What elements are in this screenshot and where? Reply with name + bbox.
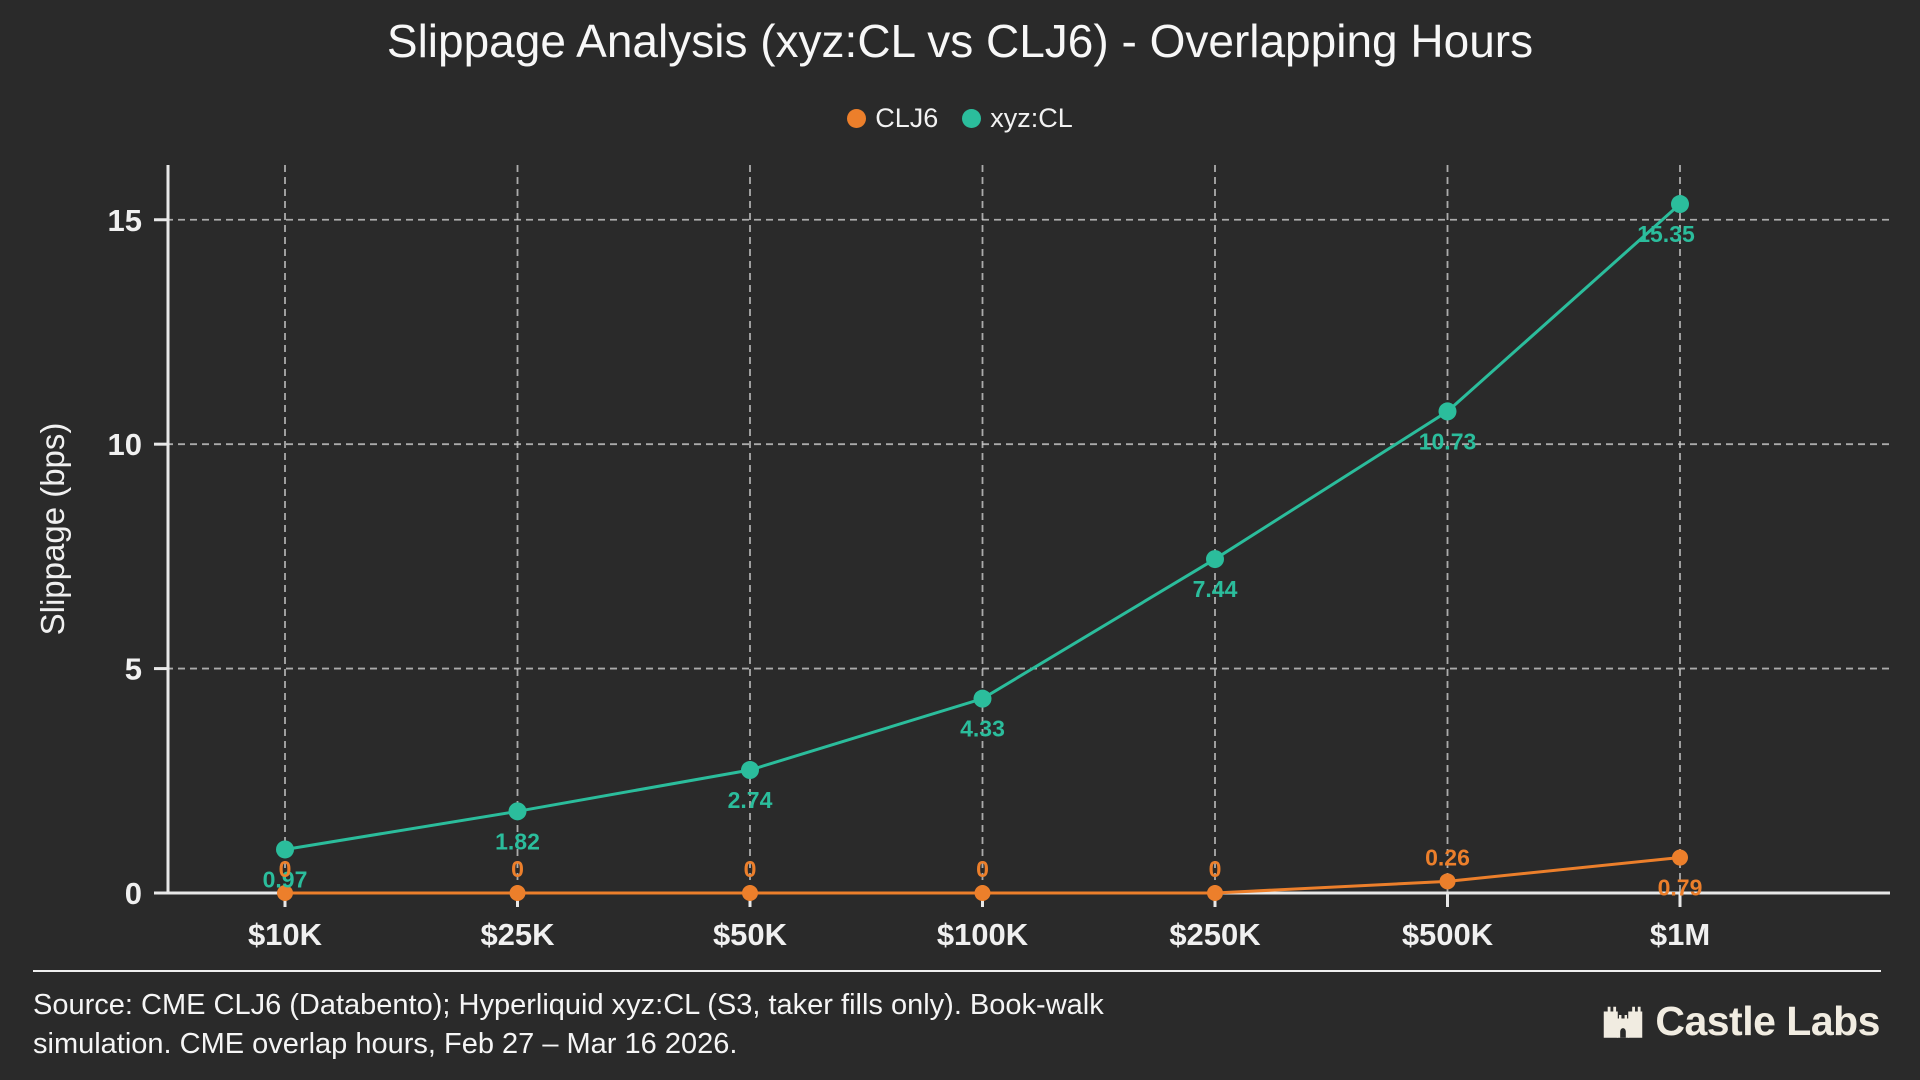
data-point-clj6 [509, 885, 526, 901]
point-label-clj6: 0 [744, 856, 757, 882]
point-label-clj6: 0 [511, 856, 524, 882]
data-point-xyz-cl [741, 761, 759, 780]
chart-title: Slippage Analysis (xyz:CL vs CLJ6) - Ove… [386, 15, 1534, 67]
data-point-clj6 [742, 885, 758, 901]
data-point-xyz-cl [973, 689, 992, 708]
series-line-xyz-cl [284, 202, 1681, 851]
brand-name: Castle Labs [1655, 998, 1880, 1044]
footer-divider [33, 970, 1881, 972]
point-label-clj6: 0.79 [1658, 875, 1703, 901]
x-tick-label: $100K [937, 917, 1029, 952]
x-tick-label: $250K [1169, 917, 1261, 952]
y-tick-label: 0 [125, 876, 142, 911]
point-label-clj6: 0 [976, 856, 989, 882]
point-label-xyz-cl: 4.33 [960, 716, 1005, 742]
point-label-clj6: 0 [279, 856, 292, 882]
legend: CLJ6 xyz:CL [0, 103, 1920, 134]
data-point-xyz-cl [276, 840, 294, 859]
point-label-xyz-cl: 7.44 [1193, 576, 1238, 602]
point-label-clj6: 0 [1209, 856, 1222, 882]
y-axis-title: Slippage (bps) [34, 423, 71, 636]
point-label-xyz-cl: 15.35 [1637, 221, 1695, 247]
data-point-xyz-cl [508, 802, 527, 821]
source-note: Source: CME CLJ6 (Databento); Hyperliqui… [33, 986, 1104, 1064]
x-tick-label: $25K [480, 917, 555, 952]
castle-icon [1604, 1006, 1643, 1038]
legend-label-xyzcl: xyz:CL [990, 103, 1073, 133]
point-label-clj6: 0.26 [1425, 844, 1470, 870]
data-point-clj6 [277, 885, 293, 901]
source-note-line2: simulation. CME overlap hours, Feb 27 – … [33, 1028, 738, 1060]
y-tick-label: 15 [108, 203, 142, 238]
legend-dot-clj6-icon [847, 109, 867, 128]
point-label-xyz-cl: 0.97 [263, 866, 308, 892]
x-tick-label: $50K [713, 917, 788, 952]
legend-label-clj6: CLJ6 [875, 103, 939, 133]
data-point-xyz-cl [1206, 550, 1224, 569]
source-note-line1: Source: CME CLJ6 (Databento); Hyperliqui… [33, 989, 1104, 1021]
data-point-clj6 [1207, 885, 1223, 901]
data-point-xyz-cl [1671, 195, 1689, 214]
point-label-xyz-cl: 2.74 [728, 787, 773, 813]
legend-dot-xyzcl-icon [962, 109, 982, 128]
point-label-xyz-cl: 1.82 [495, 828, 540, 854]
data-point-clj6 [1672, 849, 1688, 866]
legend-item-xyzcl: xyz:CL [962, 103, 1073, 134]
x-tick-label: $10K [248, 917, 323, 952]
x-tick-label: $500K [1402, 917, 1494, 952]
y-tick-label: 10 [108, 427, 142, 462]
brand-lockup: Castle Labs [1602, 998, 1880, 1045]
y-tick-label: 5 [125, 652, 142, 687]
series-line-clj6 [285, 856, 1681, 895]
data-point-clj6 [974, 885, 991, 901]
data-point-clj6 [1439, 873, 1456, 890]
legend-item-clj6: CLJ6 [847, 103, 938, 134]
x-tick-label: $1M [1650, 917, 1710, 952]
point-label-xyz-cl: 10.73 [1419, 428, 1477, 454]
data-point-xyz-cl [1438, 402, 1457, 421]
